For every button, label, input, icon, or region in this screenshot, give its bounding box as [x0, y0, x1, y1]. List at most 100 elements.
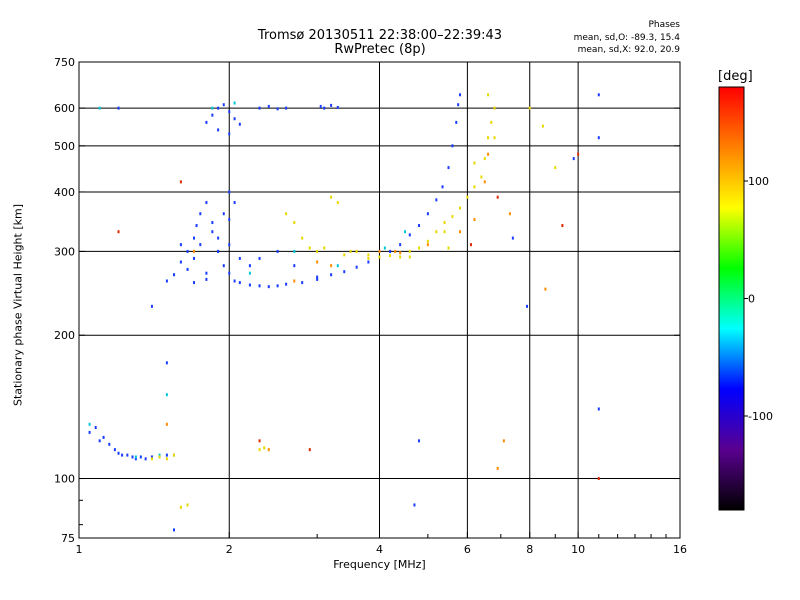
data-point — [258, 256, 261, 260]
data-point — [121, 453, 124, 457]
data-point — [228, 110, 231, 114]
data-point — [308, 448, 311, 452]
data-point — [117, 230, 120, 234]
data-point — [228, 271, 231, 275]
data-point — [98, 106, 101, 110]
data-point — [238, 281, 241, 285]
data-point — [205, 120, 208, 124]
data-point — [165, 457, 168, 461]
data-point — [233, 279, 236, 283]
data-point — [367, 260, 370, 264]
colorbar-rect — [718, 86, 745, 511]
data-point — [228, 190, 231, 194]
data-point — [165, 453, 168, 457]
data-point — [389, 249, 392, 253]
data-point — [426, 239, 429, 243]
y-tick-label: 75 — [61, 532, 75, 545]
data-point — [413, 503, 416, 507]
data-point — [267, 448, 270, 452]
axis-ticks: 1 2 4 6 8 10 16 75 100 200 300 400 500 600 750 — [54, 56, 687, 556]
data-point — [443, 230, 446, 234]
data-point — [117, 451, 120, 455]
data-point — [383, 246, 386, 250]
data-point — [276, 284, 279, 288]
data-point — [165, 361, 168, 365]
data-point — [389, 254, 392, 258]
data-point — [367, 253, 370, 257]
data-point — [561, 224, 564, 228]
data-point — [276, 107, 279, 111]
chart-subtitle: RwPretec (8p) — [334, 42, 426, 57]
data-point — [597, 93, 600, 97]
data-point — [308, 246, 311, 250]
data-point — [217, 236, 220, 240]
data-point — [285, 212, 288, 216]
data-point — [323, 246, 326, 250]
data-point — [205, 271, 208, 275]
data-points — [88, 93, 600, 532]
data-point — [493, 106, 496, 110]
data-point — [211, 113, 214, 117]
data-point — [222, 103, 225, 107]
data-point — [211, 230, 214, 234]
data-point — [165, 393, 168, 397]
data-point — [193, 236, 196, 240]
data-point — [487, 152, 490, 156]
data-point — [330, 264, 333, 268]
data-point — [330, 273, 333, 277]
data-point — [451, 144, 454, 148]
data-point — [577, 152, 580, 156]
data-point — [490, 120, 493, 124]
data-point — [316, 277, 319, 281]
data-point — [394, 249, 397, 253]
colorbar-tick-label: -100 — [748, 410, 773, 423]
data-point — [418, 439, 421, 443]
data-point — [473, 185, 476, 189]
y-tick-label: 200 — [54, 329, 75, 342]
data-point — [466, 195, 469, 199]
data-point — [233, 101, 236, 105]
data-point — [150, 455, 153, 459]
x-tick-label: 2 — [226, 543, 233, 556]
data-point — [179, 260, 182, 264]
x-tick-label: 1 — [76, 543, 83, 556]
data-point — [217, 249, 220, 253]
data-point — [285, 106, 288, 110]
grid-lines — [79, 62, 680, 538]
data-point — [473, 218, 476, 222]
phases-heading: Phases — [648, 20, 680, 30]
data-point — [441, 185, 444, 189]
data-point — [238, 122, 241, 126]
data-point — [113, 448, 116, 452]
data-point — [238, 256, 241, 260]
data-point — [144, 457, 147, 461]
data-point — [233, 117, 236, 121]
data-point — [94, 425, 97, 429]
data-point — [408, 255, 411, 259]
data-point — [179, 505, 182, 509]
data-point — [258, 448, 261, 452]
data-point — [554, 166, 557, 170]
data-point — [459, 93, 462, 97]
data-point — [572, 157, 575, 161]
data-point — [528, 106, 531, 110]
data-point — [301, 281, 304, 285]
data-point — [597, 477, 600, 481]
data-point — [186, 267, 189, 271]
data-point — [193, 249, 196, 253]
data-point — [186, 503, 189, 507]
data-point — [293, 264, 296, 268]
phase-o-stats: mean, sd,O: -89.3, 15.4 — [573, 33, 680, 43]
data-point — [316, 249, 319, 253]
data-point — [293, 249, 296, 253]
colorbar: 100 0 -100 — [718, 86, 773, 511]
data-point — [98, 439, 101, 443]
data-point — [493, 136, 496, 140]
data-point — [483, 157, 486, 161]
data-point — [172, 273, 175, 277]
data-point — [483, 180, 486, 184]
data-point — [459, 230, 462, 234]
data-point — [508, 212, 511, 216]
data-point — [343, 270, 346, 274]
